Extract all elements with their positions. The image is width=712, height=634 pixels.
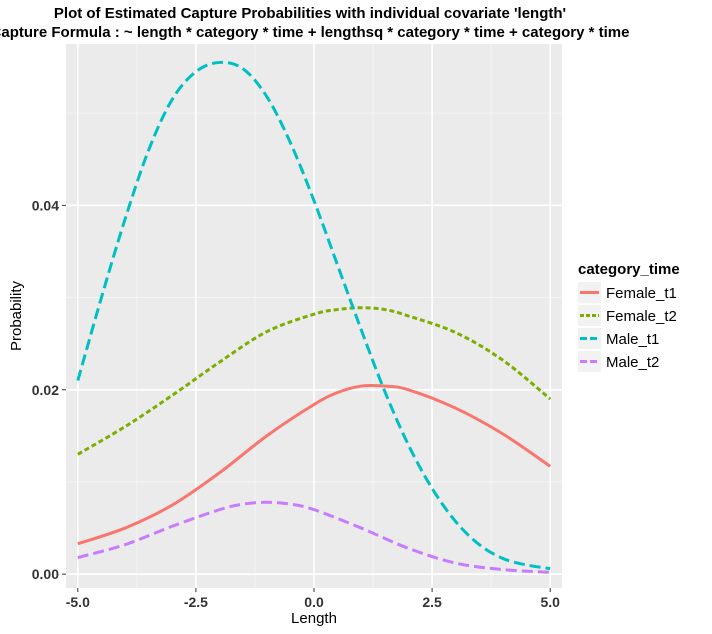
x-tick-label: 5.0 bbox=[540, 594, 560, 610]
x-axis-title: Length bbox=[291, 610, 337, 627]
legend-label: Male_t1 bbox=[606, 331, 659, 348]
y-axis-title: Probability bbox=[8, 280, 25, 351]
y-tick-label: 0.04 bbox=[32, 197, 59, 213]
y-tick-label: 0.00 bbox=[32, 566, 59, 582]
series-line-male-t2 bbox=[77, 500, 551, 574]
series-line-female-t2 bbox=[77, 306, 552, 456]
y-axis-ticks: 0.00 0.02 0.04 bbox=[32, 197, 66, 582]
y-tick-label: 0.02 bbox=[32, 382, 59, 398]
series-line-male-t1 bbox=[76, 60, 551, 571]
x-tick-label: -2.5 bbox=[184, 594, 208, 610]
x-tick-label: -5.0 bbox=[66, 594, 90, 610]
legend-key bbox=[578, 351, 601, 372]
legend-key bbox=[578, 328, 601, 349]
x-tick-label: 2.5 bbox=[422, 594, 442, 610]
legend: category_time Female_t1 Female_t2 Male_t1 M… bbox=[578, 261, 680, 372]
x-tick-label: 0.0 bbox=[304, 594, 324, 610]
series-line-female-t1 bbox=[77, 383, 552, 546]
legend-label: Female_t2 bbox=[606, 308, 677, 325]
x-axis-ticks: -5.0 -2.5 0.0 2.5 5.0 bbox=[66, 588, 560, 610]
legend-label: Male_t2 bbox=[606, 354, 659, 371]
series-lines bbox=[76, 60, 552, 574]
legend-title: category_time bbox=[578, 261, 680, 278]
major-gridlines bbox=[66, 44, 562, 588]
chart-subtitle: Capture Formula : ~ length * category * … bbox=[0, 24, 629, 41]
chart-title: Plot of Estimated Capture Probabilities … bbox=[54, 5, 566, 22]
legend-label: Female_t1 bbox=[606, 285, 677, 302]
